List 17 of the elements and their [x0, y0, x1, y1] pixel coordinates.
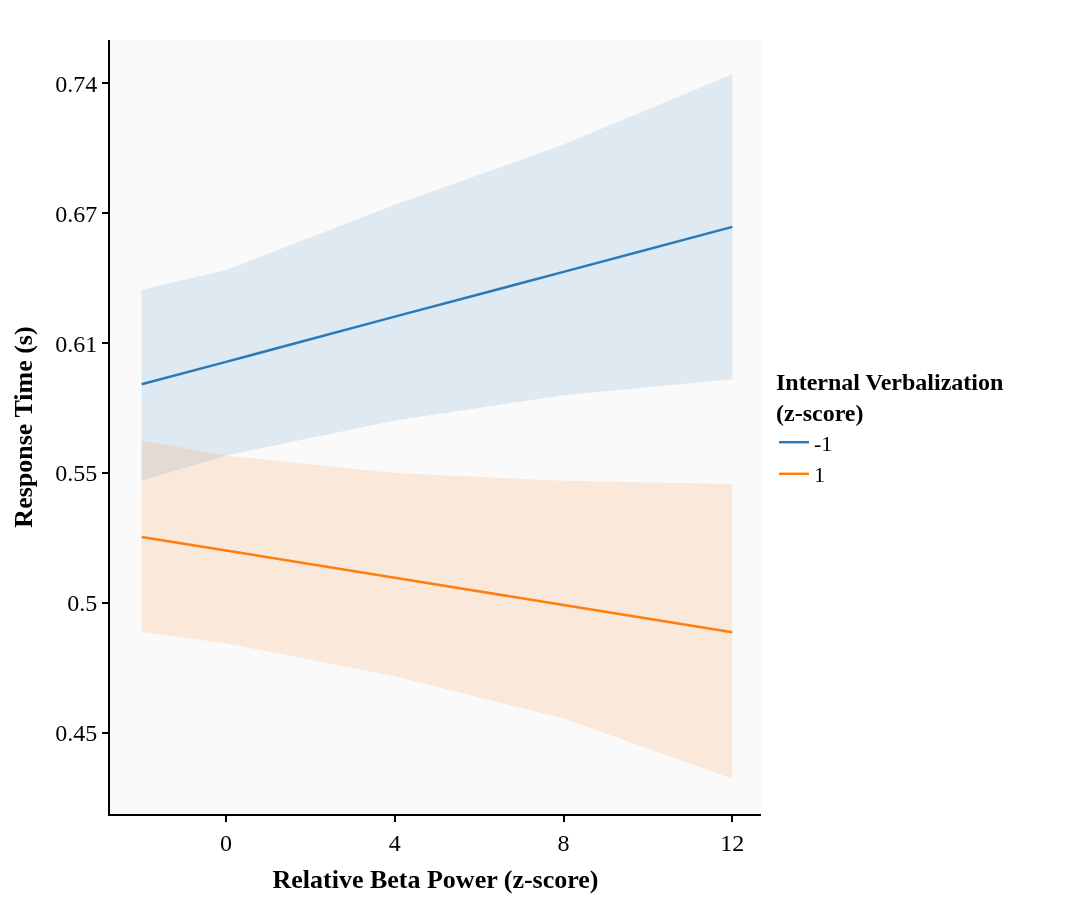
x-tick-label: 4: [388, 829, 401, 856]
line-series: [140, 535, 734, 634]
line-series: [140, 225, 734, 386]
y-tick-label: 0.67: [55, 200, 98, 227]
y-tick-label: 0.74: [55, 70, 98, 97]
y-tick-label: 0.61: [55, 330, 98, 357]
x-tick-label: 0: [220, 829, 233, 856]
y-tick-label: 0.5: [67, 590, 98, 617]
legend-title: Internal Verbalization (z-score): [776, 369, 1004, 427]
legend-label: -1: [814, 430, 833, 456]
legend-label: 1: [814, 462, 826, 488]
x-tick-label: 12: [720, 829, 745, 856]
y-axis-title: Response Time (s): [9, 326, 39, 528]
x-axis-title: Relative Beta Power (z-score): [272, 865, 599, 894]
x-tick-label: 8: [557, 829, 570, 856]
y-tick-label: 0.55: [55, 460, 98, 487]
y-tick-label: 0.45: [55, 720, 98, 747]
